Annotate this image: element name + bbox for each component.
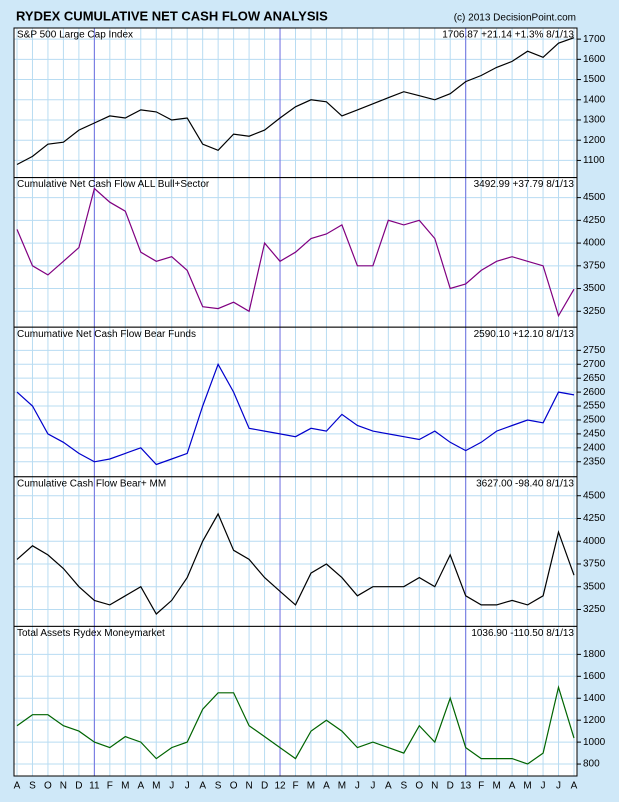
series-line	[16, 512, 575, 615]
x-tick-label: M	[338, 781, 346, 792]
y-tick-label: 2450	[583, 429, 606, 440]
x-tick-label: J	[556, 781, 561, 792]
y-tick-label: 1200	[583, 135, 606, 146]
x-tick-label: F	[292, 781, 298, 792]
y-tick-label: 800	[583, 759, 600, 770]
y-tick-label: 3750	[583, 260, 606, 271]
x-tick-label: D	[75, 781, 82, 792]
chart-title: RYDEX CUMULATIVE NET CASH FLOW ANALYSIS	[16, 8, 328, 23]
x-tick-label: 11	[89, 781, 100, 792]
x-tick-label: N	[431, 781, 438, 792]
x-tick-label: O	[44, 781, 52, 792]
x-tick-label: N	[60, 781, 67, 792]
panel-annotation: 1036.90 -110.50 8/1/13	[471, 628, 574, 639]
y-tick-label: 4000	[583, 238, 606, 249]
y-tick-label: 2400	[583, 442, 606, 453]
y-tick-label: 4000	[583, 536, 606, 547]
series-line	[16, 37, 575, 166]
y-tick-label: 2700	[583, 359, 606, 370]
x-tick-label: S	[215, 781, 222, 792]
y-tick-label: 1000	[583, 737, 606, 748]
y-tick-label: 2350	[583, 456, 606, 467]
x-tick-label: M	[492, 781, 500, 792]
x-tick-label: S	[29, 781, 36, 792]
x-tick-label: M	[307, 781, 315, 792]
y-tick-label: 4250	[583, 215, 606, 226]
y-tick-label: 1800	[583, 649, 606, 660]
x-tick-label: M	[523, 781, 531, 792]
y-tick-label: 3500	[583, 283, 606, 294]
y-tick-label: 1400	[583, 693, 606, 704]
y-tick-label: 3750	[583, 559, 606, 570]
x-tick-label: S	[400, 781, 407, 792]
y-tick-label: 2650	[583, 373, 606, 384]
x-tick-label: A	[137, 781, 144, 792]
panel-title: Cumumative Net Cash Flow Bear Funds	[17, 329, 196, 340]
y-tick-label: 3250	[583, 306, 606, 317]
y-tick-label: 2750	[583, 345, 606, 356]
panel-annotation: 1706.87 +21.14 +1.3% 8/1/13	[442, 30, 574, 41]
x-tick-label: A	[571, 781, 578, 792]
x-tick-label: F	[478, 781, 484, 792]
y-tick-label: 1600	[583, 54, 606, 65]
panel-title: Cumulative Cash Flow Bear+ MM	[17, 478, 166, 489]
y-tick-label: 1400	[583, 94, 606, 105]
y-tick-label: 1600	[583, 671, 606, 682]
x-tick-label: N	[245, 781, 252, 792]
x-tick-label: J	[169, 781, 174, 792]
x-tick-label: 13	[460, 781, 472, 792]
x-tick-label: J	[355, 781, 360, 792]
panel-title: S&P 500 Large Cap Index	[17, 30, 133, 41]
panel-border	[13, 625, 578, 777]
x-tick-label: J	[541, 781, 546, 792]
x-tick-label: O	[230, 781, 238, 792]
x-tick-label: A	[199, 781, 206, 792]
x-tick-label: A	[509, 781, 516, 792]
y-tick-label: 2550	[583, 401, 606, 412]
y-tick-label: 1700	[583, 34, 606, 45]
panel-title: Total Assets Rydex Moneymarket	[17, 628, 165, 639]
x-tick-label: M	[152, 781, 160, 792]
x-tick-label: A	[14, 781, 21, 792]
x-tick-label: F	[107, 781, 113, 792]
x-tick-label: O	[415, 781, 423, 792]
panel-annotation: 2590.10 +12.10 8/1/13	[474, 329, 575, 340]
y-tick-label: 1300	[583, 115, 606, 126]
panel-title: Cumulative Net Cash Flow ALL Bull+Sector	[17, 179, 210, 190]
y-tick-label: 3500	[583, 581, 606, 592]
y-tick-label: 1100	[583, 155, 605, 166]
x-tick-label: D	[261, 781, 268, 792]
y-tick-label: 4500	[583, 192, 606, 203]
y-tick-label: 3250	[583, 604, 606, 615]
y-tick-label: 1200	[583, 715, 606, 726]
x-tick-label: D	[447, 781, 454, 792]
x-tick-label: J	[185, 781, 190, 792]
x-tick-label: 12	[274, 781, 286, 792]
y-tick-label: 1500	[583, 74, 606, 85]
y-tick-label: 4500	[583, 490, 606, 501]
y-tick-label: 4250	[583, 513, 606, 524]
series-line	[16, 362, 575, 466]
series-line	[16, 684, 575, 765]
series-line	[16, 187, 575, 318]
panel-annotation: 3627.00 -98.40 8/1/13	[476, 478, 574, 489]
y-tick-label: 2500	[583, 415, 606, 426]
y-tick-label: 2600	[583, 387, 606, 398]
x-tick-label: A	[385, 781, 392, 792]
x-tick-label: A	[323, 781, 330, 792]
x-tick-label: M	[121, 781, 129, 792]
x-tick-label: J	[370, 781, 375, 792]
panel-annotation: 3492.99 +37.79 8/1/13	[474, 179, 575, 190]
source: (c) 2013 DecisionPoint.com	[454, 13, 576, 24]
